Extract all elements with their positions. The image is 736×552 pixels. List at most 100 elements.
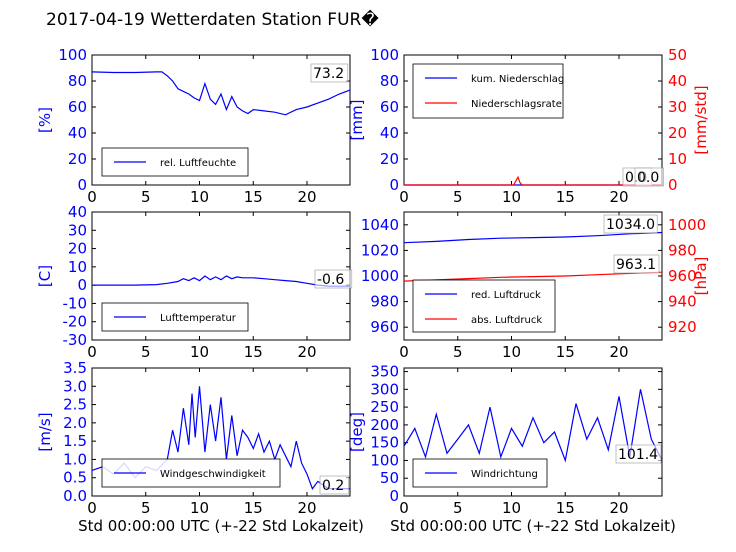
y-tick-label: -30: [63, 331, 88, 349]
y-tick-label: 1.0: [63, 450, 87, 468]
y-tick-label: -10: [63, 294, 88, 312]
series-line-niederschlagsrate: [404, 175, 662, 186]
y-axis-label: [deg]: [348, 412, 366, 452]
panel-wind_dir: 0 5 10 15 20050100150200250300350[deg]Windri…: [348, 363, 663, 517]
x-tick-label: 5: [141, 499, 151, 517]
x-tick-label: 20: [297, 343, 316, 361]
y2-tick-label: 940: [668, 293, 697, 311]
y-tick-label: 0.0: [63, 487, 87, 505]
value-annotation-box: [314, 269, 353, 289]
x-tick-label: 10: [502, 499, 521, 517]
y-tick-label: 200: [370, 416, 399, 434]
x-axis-label-right: Std 00:00:00 UTC (+-22 Std Lokalzeit): [390, 517, 676, 535]
value-annotation-box: [613, 254, 660, 274]
legend-label: Niederschlagsrate: [471, 99, 562, 110]
x-tick-label: 0: [87, 343, 97, 361]
y2-tick-label: 10: [668, 150, 687, 168]
y-tick-label: 20: [380, 150, 399, 168]
y-tick-label: 0.5: [63, 469, 87, 487]
value-annotation-box: [603, 214, 658, 234]
y-tick-label: 80: [380, 72, 399, 90]
x-axis-label-left: Std 00:00:00 UTC (+-22 Std Lokalzeit): [78, 517, 364, 535]
y-tick-label: 10: [68, 258, 87, 276]
series-line-red-luftdruck: [403, 231, 663, 244]
legend-box: [412, 63, 564, 119]
series-line-abs-luftdruck: [403, 271, 663, 282]
y-tick-label: 50: [380, 469, 399, 487]
legend-box: [101, 458, 281, 488]
y-tick-label: 150: [370, 434, 399, 452]
x-tick-label: 0: [399, 188, 409, 206]
y-axis-label: [C]: [36, 265, 54, 287]
x-tick-label: 15: [556, 343, 575, 361]
y-tick-label: 80: [68, 72, 87, 90]
y-tick-label: 0: [389, 487, 399, 505]
y-tick-label: 40: [68, 203, 87, 221]
y-tick-label: 2.5: [63, 396, 87, 414]
y-tick-label: 3.5: [63, 359, 87, 377]
y-tick-label: 30: [68, 221, 87, 239]
y-tick-label: 980: [370, 293, 399, 311]
y-tick-label: 60: [380, 98, 399, 116]
x-tick-label: 15: [244, 499, 263, 517]
value-annotation: 1034.0: [606, 217, 655, 233]
figure-title: 2017-04-19 Wetterdaten Station FUR�: [46, 9, 379, 30]
value-annotation-box: [634, 167, 664, 187]
y-tick-label: 40: [380, 124, 399, 142]
y-tick-label: 3.0: [63, 377, 87, 395]
y-tick-label: 0: [77, 176, 87, 194]
panel-pressure: 0 5 10 15 20 960 980 1000 1020 1040 920 940 960 980 10…: [361, 211, 710, 361]
y2-tick-label: 1000: [668, 216, 706, 234]
y-axis-label: [%]: [36, 107, 54, 133]
x-tick-label: 5: [453, 188, 463, 206]
series-line-rel-luftfeuchte: [91, 71, 351, 116]
value-annotation-box: [319, 475, 349, 495]
x-tick-label: 15: [244, 188, 263, 206]
x-tick-label: 10: [502, 343, 521, 361]
x-tick-label: 0: [399, 499, 409, 517]
value-annotation-box: [310, 63, 349, 83]
x-tick-label: 0: [87, 499, 97, 517]
y-tick-label: 20: [68, 240, 87, 258]
legend-label: Windgeschwindigkeit: [160, 469, 266, 480]
y-tick-label: 2.0: [63, 414, 87, 432]
y-tick-label: 1020: [361, 241, 399, 259]
y2-axis-label: [mm/std]: [692, 85, 710, 154]
y2-tick-label: 30: [668, 98, 687, 116]
legend-label: red. Luftdruck: [471, 290, 541, 301]
x-tick-label: 10: [190, 343, 209, 361]
x-tick-label: 15: [244, 343, 263, 361]
panel-humidity: 0 5 10 15 20 0 20 40 60 80 100 [%] rel. Luftfeuchte 7…: [36, 46, 351, 206]
panel-temperature: 0 5 10 15 20-30-20-10010203040[C]Lufttempera…: [36, 203, 353, 361]
x-tick-label: 10: [190, 499, 209, 517]
x-tick-label: 10: [502, 188, 521, 206]
x-tick-label: 0: [87, 188, 97, 206]
y-tick-label: 250: [370, 398, 399, 416]
panel-precip: 0 5 10 15 20 0 20 40 60 80 100 0 10 20 30 40 50 [mm/std] […: [348, 46, 710, 206]
y2-tick-label: 920: [668, 318, 697, 336]
y2-tick-label: 40: [668, 72, 687, 90]
legend-box: [412, 279, 556, 333]
y-tick-label: 100: [370, 451, 399, 469]
legend-label: abs. Luftdruck: [471, 315, 542, 326]
y-tick-label: 100: [370, 46, 399, 64]
y-axis-label: [mm]: [348, 100, 366, 141]
value-annotation: 0.2: [322, 478, 344, 494]
y-tick-label: 1.5: [63, 432, 87, 450]
legend-label: Lufttemperatur: [160, 313, 237, 324]
x-tick-label: 20: [609, 499, 628, 517]
legend-box: [101, 147, 249, 177]
y-tick-label: 20: [68, 150, 87, 168]
panel-wind_speed: 0 5 10 15 20 0.00.51.01.52.02.53.03.5 [m/s] Win…: [36, 359, 351, 517]
y2-axis-label: [hPa]: [692, 257, 710, 296]
y2-tick-label: 980: [668, 241, 697, 259]
x-tick-label: 5: [141, 188, 151, 206]
x-tick-label: 10: [190, 188, 209, 206]
y-tick-label: 300: [370, 380, 399, 398]
value-annotation: 963.1: [616, 257, 656, 273]
y-tick-label: 960: [370, 318, 399, 336]
value-annotation: -0.6: [317, 272, 344, 288]
x-tick-label: 5: [453, 499, 463, 517]
legend-label: rel. Luftfeuchte: [160, 158, 236, 169]
legend-label: Windrichtung: [471, 469, 538, 480]
